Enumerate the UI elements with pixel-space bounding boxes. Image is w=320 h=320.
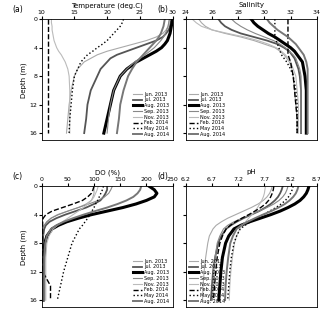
Legend: Jun. 2013, Jul. 2013, Aug. 2013, Sep. 2013, Nov. 2013, Feb. 2014, May 2014, Aug.: Jun. 2013, Jul. 2013, Aug. 2013, Sep. 20… (187, 257, 227, 306)
Title: Temperature (deg.C): Temperature (deg.C) (71, 2, 143, 9)
Text: (a): (a) (13, 5, 23, 14)
Legend: Jun. 2013, Jul. 2013, Aug. 2013, Sep. 2013, Nov. 2013, Feb. 2014, May 2014, Aug.: Jun. 2013, Jul. 2013, Aug. 2013, Sep. 20… (132, 257, 171, 306)
Legend: Jun. 2013, Jul. 2013, Aug. 2013, Sep. 2013, Nov. 2013, Feb. 2014, May 2014, Aug.: Jun. 2013, Jul. 2013, Aug. 2013, Sep. 20… (132, 90, 171, 139)
Legend: Jun. 2013, Jul. 2013, Aug. 2013, Sep. 2013, Nov. 2013, Feb. 2014, May 2014, Aug.: Jun. 2013, Jul. 2013, Aug. 2013, Sep. 20… (187, 90, 227, 139)
Title: pH: pH (246, 169, 256, 175)
Title: Salinity: Salinity (238, 2, 264, 8)
Title: DO (%): DO (%) (95, 169, 120, 176)
Y-axis label: Depth (m): Depth (m) (20, 229, 27, 265)
Y-axis label: Depth (m): Depth (m) (20, 62, 27, 98)
Text: (b): (b) (157, 5, 168, 14)
Text: (d): (d) (157, 172, 168, 181)
Text: (c): (c) (13, 172, 23, 181)
